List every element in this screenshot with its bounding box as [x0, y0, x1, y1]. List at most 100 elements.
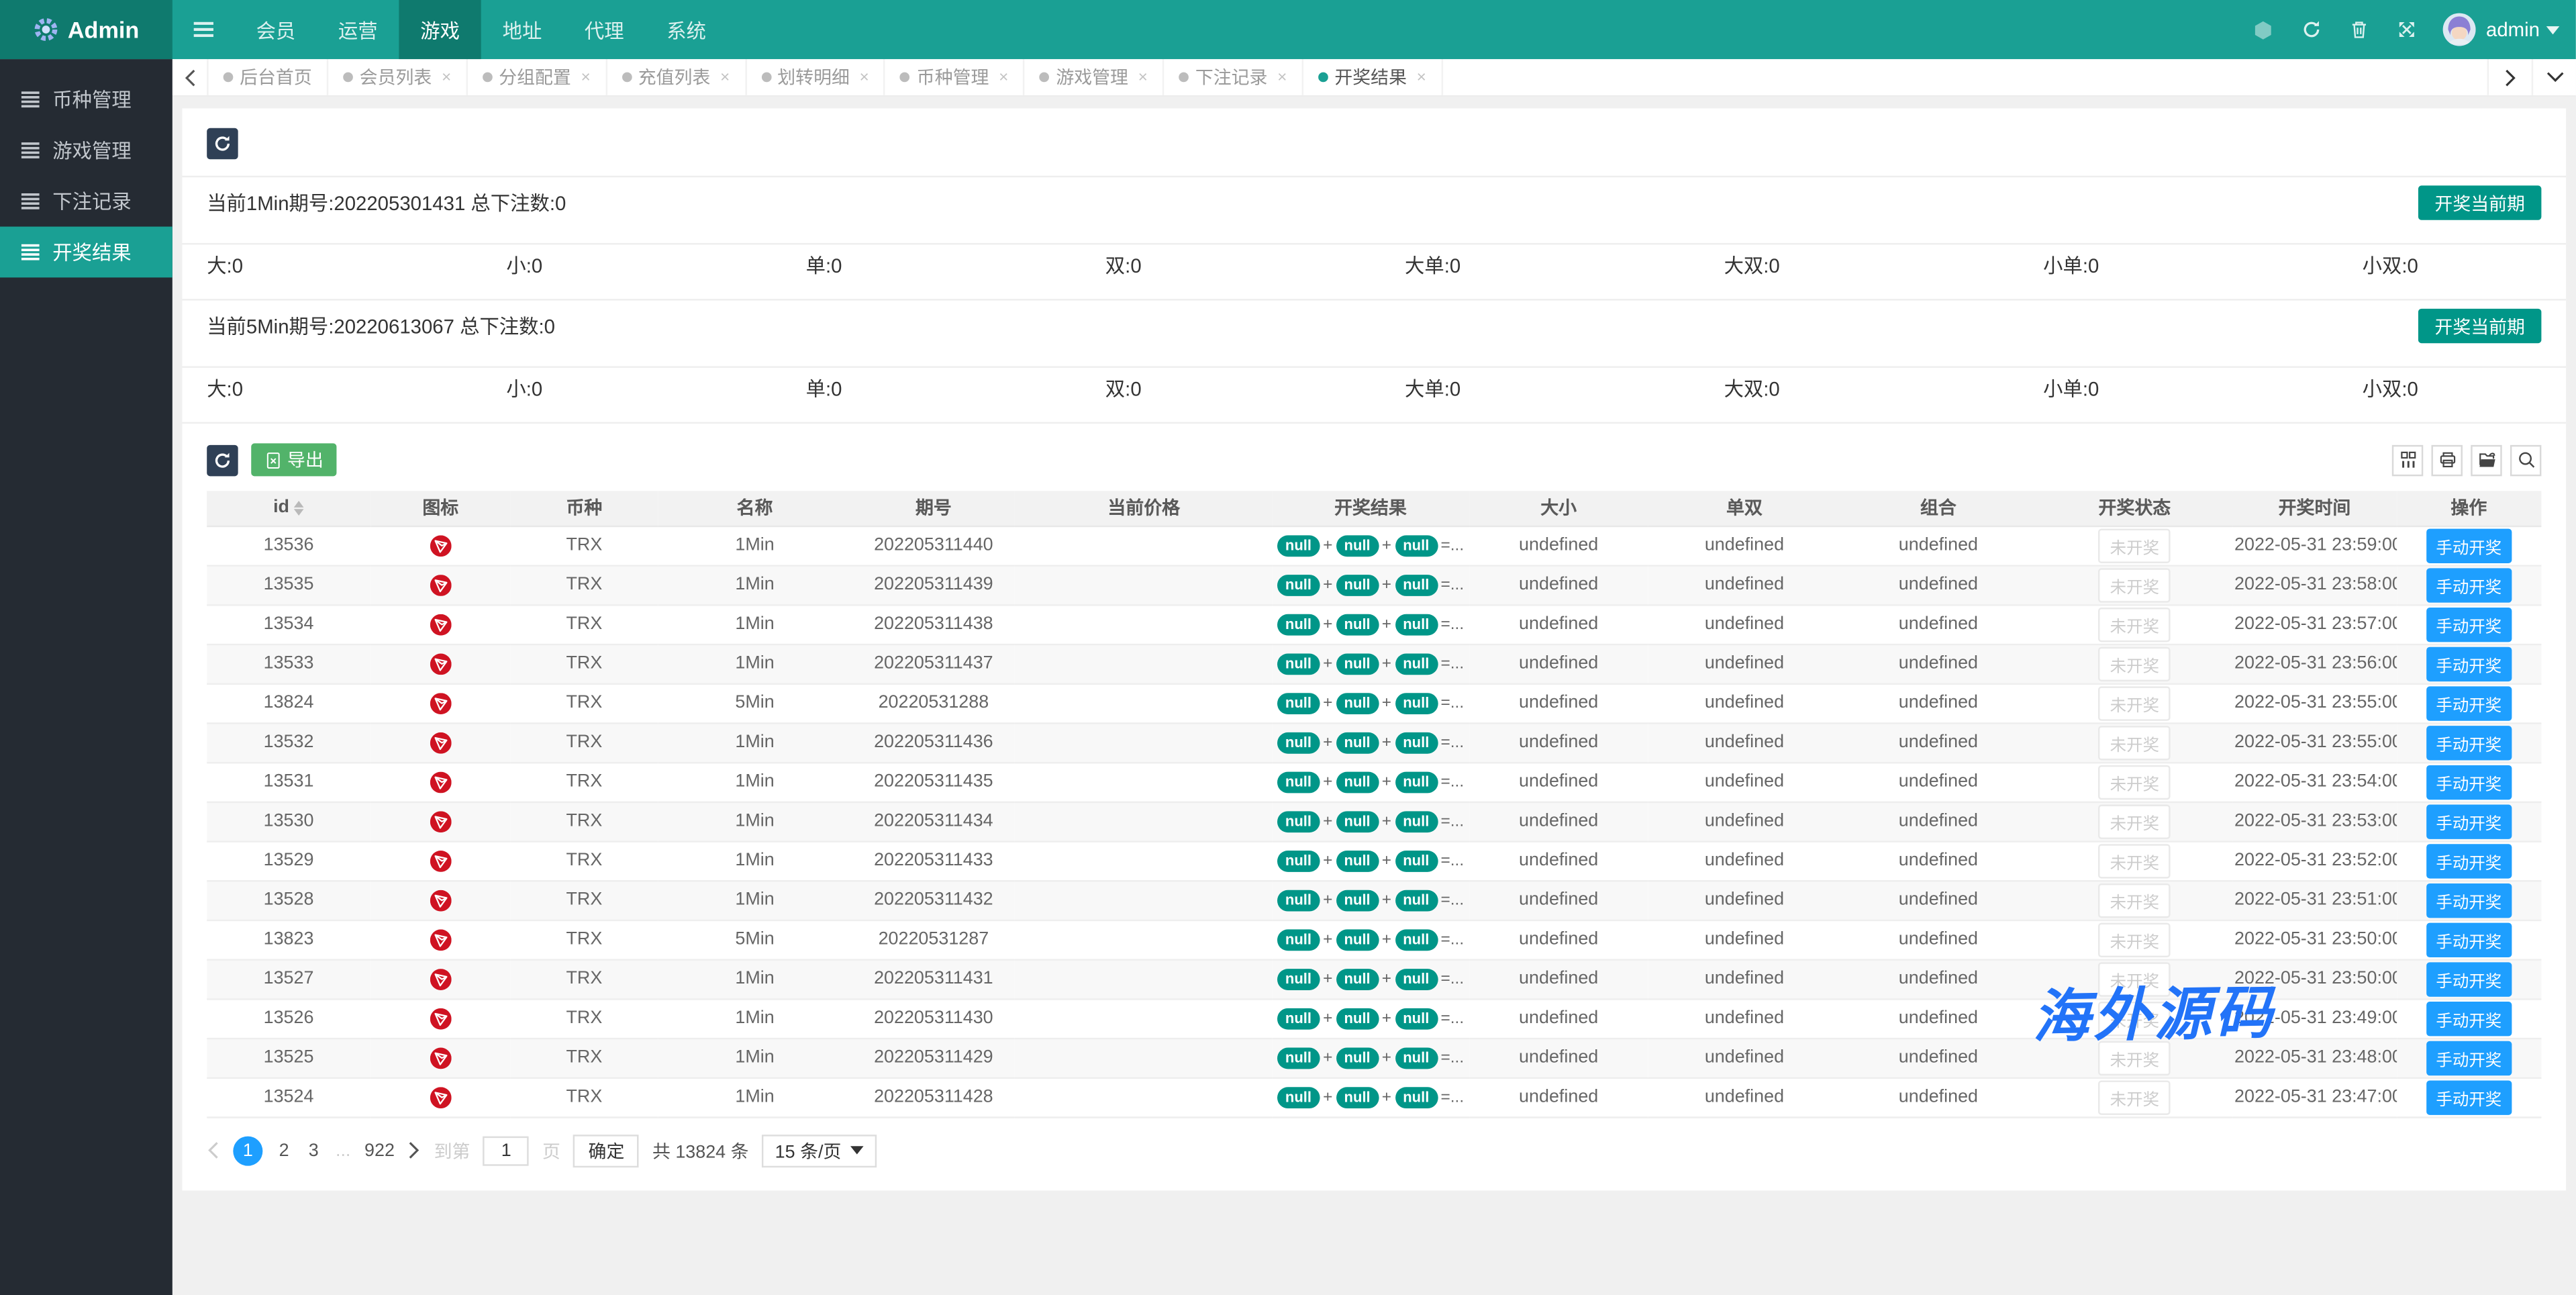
sidebar-item[interactable]: 币种管理 [0, 74, 172, 125]
hexagon-icon[interactable] [2240, 0, 2287, 59]
tab-close-icon[interactable]: × [720, 68, 730, 87]
tab[interactable]: 分组配置 × [468, 59, 607, 95]
nav-item[interactable]: 地址 [502, 19, 542, 42]
sidebar-item[interactable]: 开奖结果 [0, 226, 172, 278]
cell-status: 未开奖 [2036, 998, 2233, 1039]
manual-draw-button[interactable]: 手动开奖 [2426, 882, 2512, 918]
page-size-select[interactable]: 15 条/页 [762, 1133, 878, 1167]
table-row: 13525 TRX 1Min 202205311429 null + null + null =.… [207, 1037, 2542, 1078]
tab[interactable]: 划转明细 × [746, 59, 886, 95]
refresh-periods-button[interactable] [207, 128, 238, 160]
tab[interactable]: 后台首页 [209, 59, 329, 95]
draw-current-button[interactable]: 开奖当前期 [2418, 308, 2542, 344]
nav-item[interactable]: 运营 [338, 19, 378, 42]
page-ellipsis: ... [335, 1140, 351, 1161]
result-pill: null [1277, 928, 1320, 951]
page-number[interactable]: 2 [279, 1140, 289, 1161]
manual-draw-button[interactable]: 手动开奖 [2426, 843, 2512, 878]
page-number[interactable]: 922 [364, 1140, 395, 1161]
columns-icon[interactable] [2391, 444, 2424, 476]
export-file-icon[interactable] [2471, 444, 2502, 476]
tabs-scroll-right-button[interactable] [2487, 59, 2532, 95]
manual-draw-button[interactable]: 手动开奖 [2426, 804, 2512, 838]
goto-page-input[interactable] [483, 1135, 530, 1165]
page-number[interactable]: 3 [308, 1140, 319, 1161]
prev-page-button[interactable] [207, 1141, 220, 1159]
nav-item[interactable]: 系统 [666, 19, 707, 42]
confirm-button[interactable]: 确定 [573, 1133, 640, 1167]
result-pill: null [1336, 534, 1379, 556]
user-menu[interactable]: admin [2486, 18, 2560, 41]
manual-draw-button[interactable]: 手动开奖 [2426, 685, 2512, 720]
next-page-button[interactable] [407, 1141, 421, 1159]
result-pill: null [1394, 613, 1438, 635]
manual-draw-button[interactable]: 手动开奖 [2426, 961, 2512, 996]
page-size-value: 15 条/页 [775, 1142, 842, 1162]
tab-close-icon[interactable]: × [1277, 68, 1287, 87]
tab[interactable]: 游戏管理 × [1025, 59, 1165, 95]
tab-close-icon[interactable]: × [1416, 68, 1426, 87]
sort-icon[interactable] [294, 500, 305, 516]
nav-item[interactable]: 会员 [256, 19, 296, 42]
status-badge: 未开奖 [2098, 1080, 2171, 1114]
result-pill: null [1336, 967, 1379, 990]
tab-close-icon[interactable]: × [999, 68, 1009, 87]
manual-draw-button[interactable]: 手动开奖 [2426, 724, 2512, 760]
cell-action: 手动开奖 [2396, 565, 2542, 606]
tab[interactable]: 会员列表 × [328, 59, 468, 95]
sidebar-item[interactable]: 游戏管理 [0, 125, 172, 176]
tab[interactable]: 币种管理 × [885, 59, 1025, 95]
cell-icon [370, 683, 511, 724]
manual-draw-button[interactable]: 手动开奖 [2426, 1040, 2512, 1075]
trash-icon[interactable] [2335, 0, 2383, 59]
search-icon[interactable] [2510, 444, 2542, 476]
plus-sign: + [1323, 1009, 1333, 1027]
hamburger-icon [193, 19, 213, 39]
draw-current-button[interactable]: 开奖当前期 [2418, 185, 2542, 220]
manual-draw-button[interactable]: 手动开奖 [2426, 567, 2512, 602]
manual-draw-button[interactable]: 手动开奖 [2426, 606, 2512, 642]
tab-close-icon[interactable]: × [859, 68, 869, 87]
export-button[interactable]: 导出 [251, 443, 337, 477]
cell-size: undefined [1469, 998, 1649, 1039]
manual-draw-button[interactable]: 手动开奖 [2426, 1080, 2512, 1114]
user-avatar[interactable] [2443, 13, 2477, 46]
tab[interactable]: 下注记录 × [1164, 59, 1303, 95]
equals-sign: =... [1440, 615, 1465, 633]
nav-item[interactable]: 游戏 [399, 0, 481, 60]
table-row: 13527 TRX 1Min 202205311431 null + null + null =.… [207, 959, 2542, 1000]
table-row: 13529 TRX 1Min 202205311433 null + null + null =.… [207, 841, 2542, 881]
plus-sign: + [1381, 969, 1392, 988]
table-row: 13534 TRX 1Min 202205311438 null + null + null =.… [207, 604, 2542, 645]
sidebar-item[interactable]: 下注记录 [0, 176, 172, 227]
tab-close-icon[interactable]: × [441, 68, 452, 87]
plus-sign: + [1381, 851, 1392, 870]
page-number[interactable]: 1 [233, 1135, 263, 1165]
cell-id: 13535 [207, 565, 370, 606]
refresh-icon[interactable] [2287, 0, 2335, 59]
manual-draw-button[interactable]: 手动开奖 [2426, 764, 2512, 799]
cell-id: 13524 [207, 1077, 370, 1118]
result-pill: null [1394, 810, 1438, 832]
sidebar-collapse-button[interactable] [172, 0, 235, 59]
tabs-scroll-left-button[interactable] [172, 59, 209, 95]
manual-draw-button[interactable]: 手动开奖 [2426, 922, 2512, 957]
fullscreen-icon[interactable] [2383, 0, 2430, 59]
print-icon[interactable] [2431, 444, 2463, 476]
tab[interactable]: 充值列表 × [607, 59, 746, 95]
tab-close-icon[interactable]: × [581, 68, 591, 87]
cell-coin: TRX [510, 683, 658, 724]
tab-close-icon[interactable]: × [1138, 68, 1148, 87]
result-pill: null [1277, 810, 1320, 832]
result-pills: null + null + null =... [1277, 1086, 1464, 1108]
nav-item[interactable]: 代理 [584, 19, 624, 42]
refresh-table-button[interactable] [207, 444, 238, 476]
tabs-menu-button[interactable] [2531, 59, 2576, 95]
manual-draw-button[interactable]: 手动开奖 [2426, 646, 2512, 681]
stat-value: 单:0 [805, 253, 842, 277]
manual-draw-button[interactable]: 手动开奖 [2426, 1000, 2512, 1036]
manual-draw-button[interactable]: 手动开奖 [2426, 528, 2512, 563]
cell-id: 13528 [207, 880, 370, 920]
cell-time: 2022-05-31 23:50:00 [2232, 919, 2397, 960]
tab[interactable]: 开奖结果 × [1303, 59, 1443, 95]
